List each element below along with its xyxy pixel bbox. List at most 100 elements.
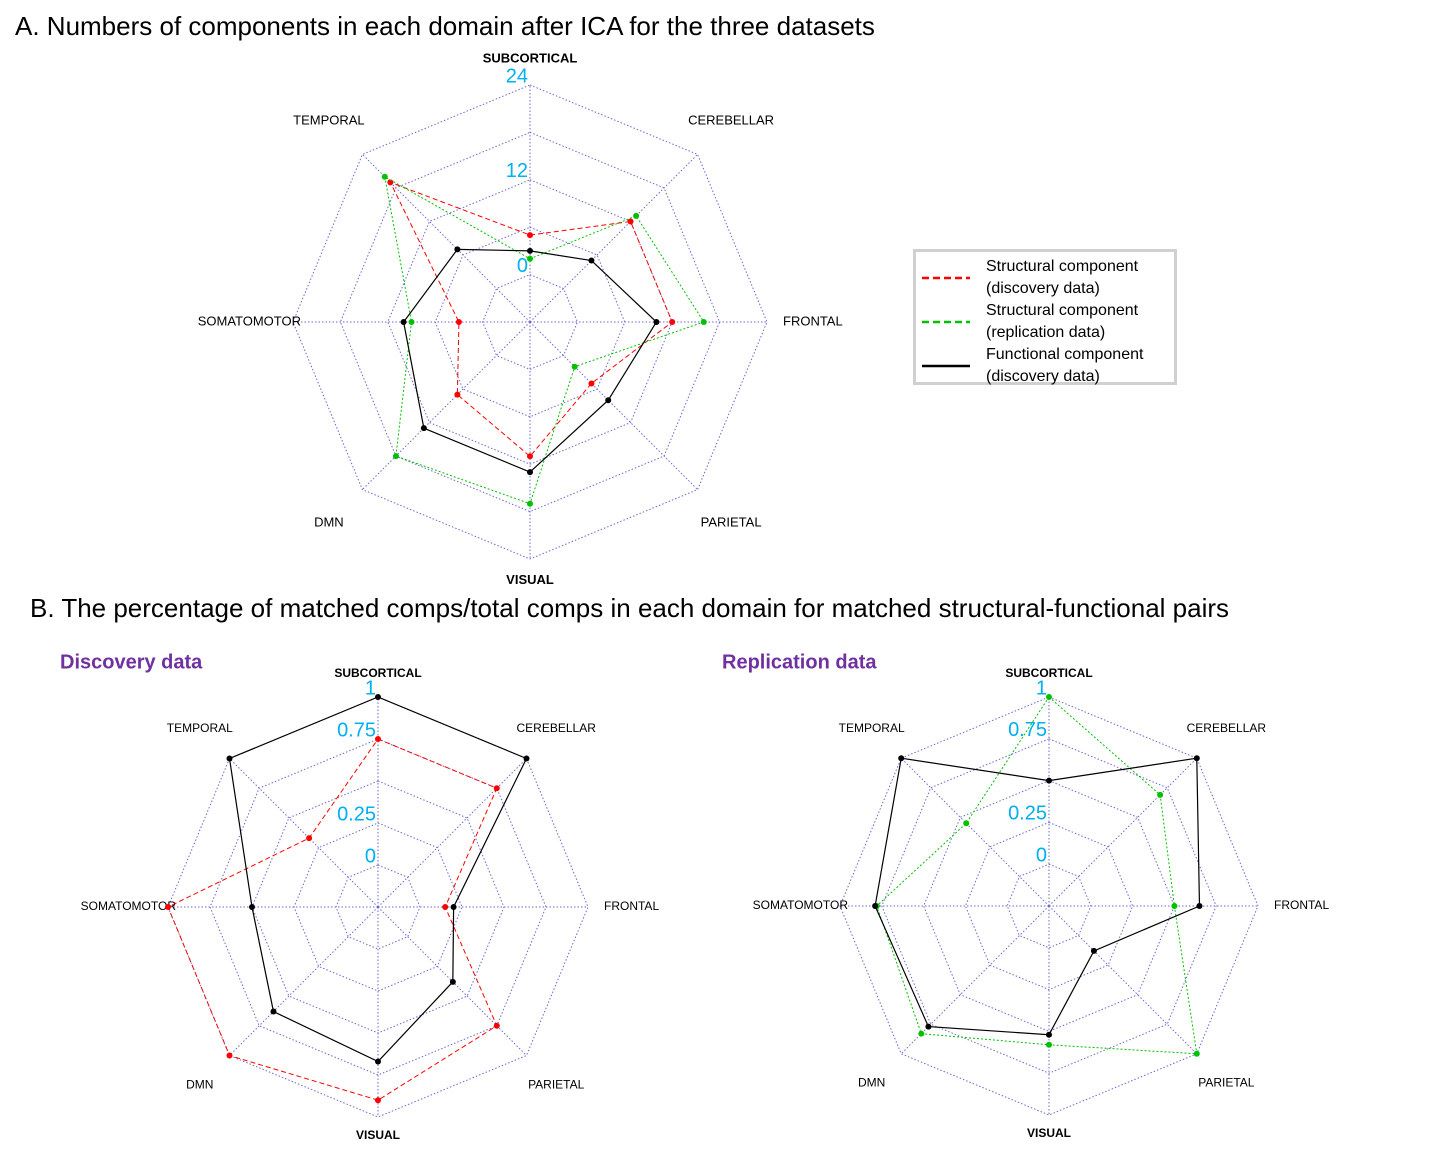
data-point xyxy=(898,755,905,762)
category-label: TEMPORAL xyxy=(293,112,365,127)
data-point xyxy=(1046,1031,1052,1038)
grid-ring xyxy=(1006,863,1092,949)
category-label: SOMATOMOTOR xyxy=(81,899,177,913)
data-point xyxy=(633,212,640,219)
axis-spoke xyxy=(229,758,379,908)
data-point xyxy=(1046,1041,1052,1048)
category-label: DMN xyxy=(186,1077,213,1091)
category-label: DMN xyxy=(314,515,344,530)
category-label: VISUAL xyxy=(1027,1126,1071,1140)
data-point xyxy=(270,1008,277,1015)
tick-label: 0.25 xyxy=(337,803,376,825)
series-line xyxy=(167,738,498,1101)
legend-label: Structural component (discovery data) xyxy=(986,258,1139,297)
series-line xyxy=(876,696,1198,1055)
data-point xyxy=(527,247,533,254)
data-point xyxy=(963,820,970,827)
tick-label: 0.25 xyxy=(1008,803,1047,825)
data-point xyxy=(381,173,388,180)
legend-swatch xyxy=(922,276,970,280)
data-point xyxy=(527,232,533,239)
data-point xyxy=(306,835,313,842)
data-point xyxy=(387,179,394,186)
data-point xyxy=(454,246,461,253)
series-line xyxy=(874,757,1201,1036)
axis-spoke xyxy=(529,154,698,323)
data-point xyxy=(455,319,462,325)
data-point xyxy=(588,380,595,387)
category-label: FRONTAL xyxy=(1274,898,1329,912)
data-point xyxy=(527,500,533,507)
legend-item: Structural component (replication data) xyxy=(916,300,1176,344)
category-label: SUBCORTICAL xyxy=(483,50,578,65)
grid-ring xyxy=(387,179,673,465)
category-label: VISUAL xyxy=(506,572,554,587)
data-point xyxy=(918,1030,925,1037)
axis-spoke xyxy=(229,906,379,1056)
data-point xyxy=(523,755,530,762)
data-point xyxy=(1157,791,1164,798)
grid-ring xyxy=(167,696,589,1118)
tick-label: 0.75 xyxy=(337,719,376,741)
data-point xyxy=(375,694,381,700)
axis-spoke xyxy=(362,154,531,323)
legend-item: Functional component (discovery data) xyxy=(916,344,1176,388)
axis-spoke xyxy=(377,758,527,908)
data-point xyxy=(527,453,533,460)
grid-ring xyxy=(881,738,1217,1074)
category-label: SOMATOMOTOR xyxy=(198,313,301,328)
category-label: DMN xyxy=(858,1076,885,1090)
category-label: SOMATOMOTOR xyxy=(753,898,849,912)
category-label: SUBCORTICAL xyxy=(334,666,421,680)
series-line xyxy=(384,175,705,505)
axis-spoke xyxy=(529,321,698,490)
data-point xyxy=(1090,947,1097,954)
category-label: FRONTAL xyxy=(783,313,843,328)
legend-item: Structural component (discovery data) xyxy=(916,256,1176,300)
data-point xyxy=(226,1052,233,1059)
legend-label: Structural component (replication data) xyxy=(986,302,1139,341)
data-point xyxy=(449,978,456,985)
data-point xyxy=(493,785,500,792)
category-label: TEMPORAL xyxy=(167,721,233,735)
data-point xyxy=(872,903,879,909)
data-point xyxy=(400,319,407,325)
tick-label: 12 xyxy=(506,160,528,182)
data-point xyxy=(605,397,612,404)
data-point xyxy=(1193,1050,1200,1057)
data-point xyxy=(375,1097,381,1104)
data-point xyxy=(442,904,449,910)
data-point xyxy=(527,255,533,262)
chart-title: A. Numbers of components in each domain … xyxy=(15,11,875,41)
data-point xyxy=(1196,903,1203,909)
tick-label: 0 xyxy=(517,255,528,277)
legend-swatch xyxy=(922,364,970,368)
data-point xyxy=(653,319,660,325)
data-point xyxy=(1193,755,1200,762)
tick-label: 0 xyxy=(1036,844,1047,866)
grid-ring xyxy=(482,274,578,370)
grid-ring xyxy=(964,821,1134,991)
axis-spoke xyxy=(362,321,531,490)
data-point xyxy=(454,391,461,398)
data-point xyxy=(527,469,533,476)
data-point xyxy=(493,1022,500,1029)
tick-label: 1 xyxy=(365,677,376,699)
category-label: FRONTAL xyxy=(604,899,659,913)
legend-swatch xyxy=(922,320,970,324)
data-point xyxy=(627,218,634,225)
category-label: SUBCORTICAL xyxy=(1005,666,1092,680)
data-point xyxy=(165,904,171,910)
tick-label: 1 xyxy=(1036,677,1047,699)
category-label: PARIETAL xyxy=(701,515,762,530)
data-point xyxy=(392,453,399,460)
grid-ring xyxy=(292,84,768,560)
radar-chart: B. The percentage of matched comps/total… xyxy=(30,593,1229,1142)
data-point xyxy=(925,1023,932,1030)
data-point xyxy=(588,257,595,264)
data-point xyxy=(1046,694,1052,700)
data-point xyxy=(375,736,381,742)
tick-label: 24 xyxy=(506,65,528,87)
data-point xyxy=(249,904,255,910)
